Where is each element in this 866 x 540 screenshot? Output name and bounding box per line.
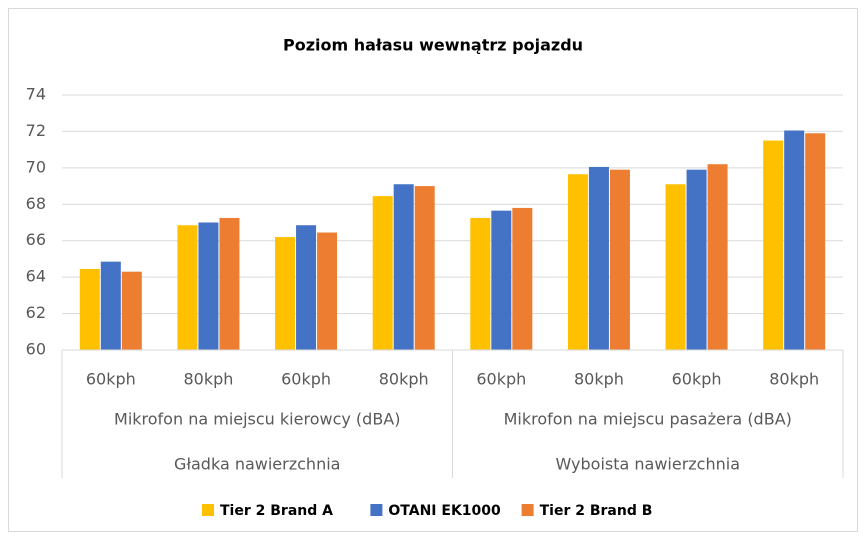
- x-tick-label: 80kph: [183, 370, 233, 389]
- bar: [491, 210, 512, 350]
- y-tick-label: 66: [26, 230, 46, 249]
- x-tick-label: 60kph: [86, 370, 136, 389]
- bar: [219, 217, 240, 350]
- group-label: Wyboista nawierzchnia: [555, 455, 740, 474]
- bar: [414, 186, 435, 350]
- bar: [686, 169, 707, 350]
- y-tick-label: 60: [26, 340, 46, 359]
- x-tick-label: 60kph: [281, 370, 331, 389]
- y-tick-label: 64: [26, 267, 46, 286]
- bar: [470, 217, 491, 350]
- bar: [763, 140, 784, 350]
- bar: [707, 164, 728, 350]
- group-label: Gładka nawierzchnia: [174, 455, 340, 474]
- group-label: Mikrofon na miejscu kierowcy (dBA): [114, 410, 400, 429]
- bar: [512, 207, 533, 350]
- bar: [609, 169, 630, 350]
- legend-swatch: [370, 504, 383, 516]
- x-tick-label: 80kph: [379, 370, 429, 389]
- y-tick-label: 68: [26, 194, 46, 213]
- bar: [784, 130, 805, 350]
- y-tick-label: 72: [26, 121, 46, 140]
- legend-swatch: [202, 504, 214, 516]
- bar: [177, 225, 198, 350]
- bar: [198, 222, 219, 350]
- bar: [79, 268, 100, 350]
- bar: [317, 232, 338, 350]
- bar: [296, 225, 317, 350]
- bar: [100, 261, 121, 350]
- group-label: Mikrofon na miejscu pasażera (dBA): [504, 410, 792, 429]
- y-tick-label: 62: [26, 303, 46, 322]
- bar: [393, 184, 414, 350]
- bar: [588, 166, 609, 350]
- bar: [805, 133, 826, 350]
- x-tick-label: 80kph: [574, 370, 624, 389]
- y-tick-label: 74: [26, 85, 46, 104]
- x-tick-label: 80kph: [769, 370, 819, 389]
- x-tick-label: 60kph: [476, 370, 526, 389]
- legend-swatch: [521, 504, 534, 516]
- bar: [665, 184, 686, 350]
- bar: [121, 271, 142, 350]
- y-tick-label: 70: [26, 157, 46, 176]
- bar: [275, 237, 296, 350]
- legend-label: OTANI EK1000: [388, 503, 501, 519]
- legend-label: Tier 2 Brand B: [540, 503, 653, 519]
- chart-title: Poziom hałasu wewnątrz pojazdu: [283, 36, 583, 55]
- x-tick-label: 60kph: [672, 370, 722, 389]
- legend-label: Tier 2 Brand A: [220, 503, 333, 519]
- bar: [567, 174, 588, 350]
- bar: [372, 196, 393, 350]
